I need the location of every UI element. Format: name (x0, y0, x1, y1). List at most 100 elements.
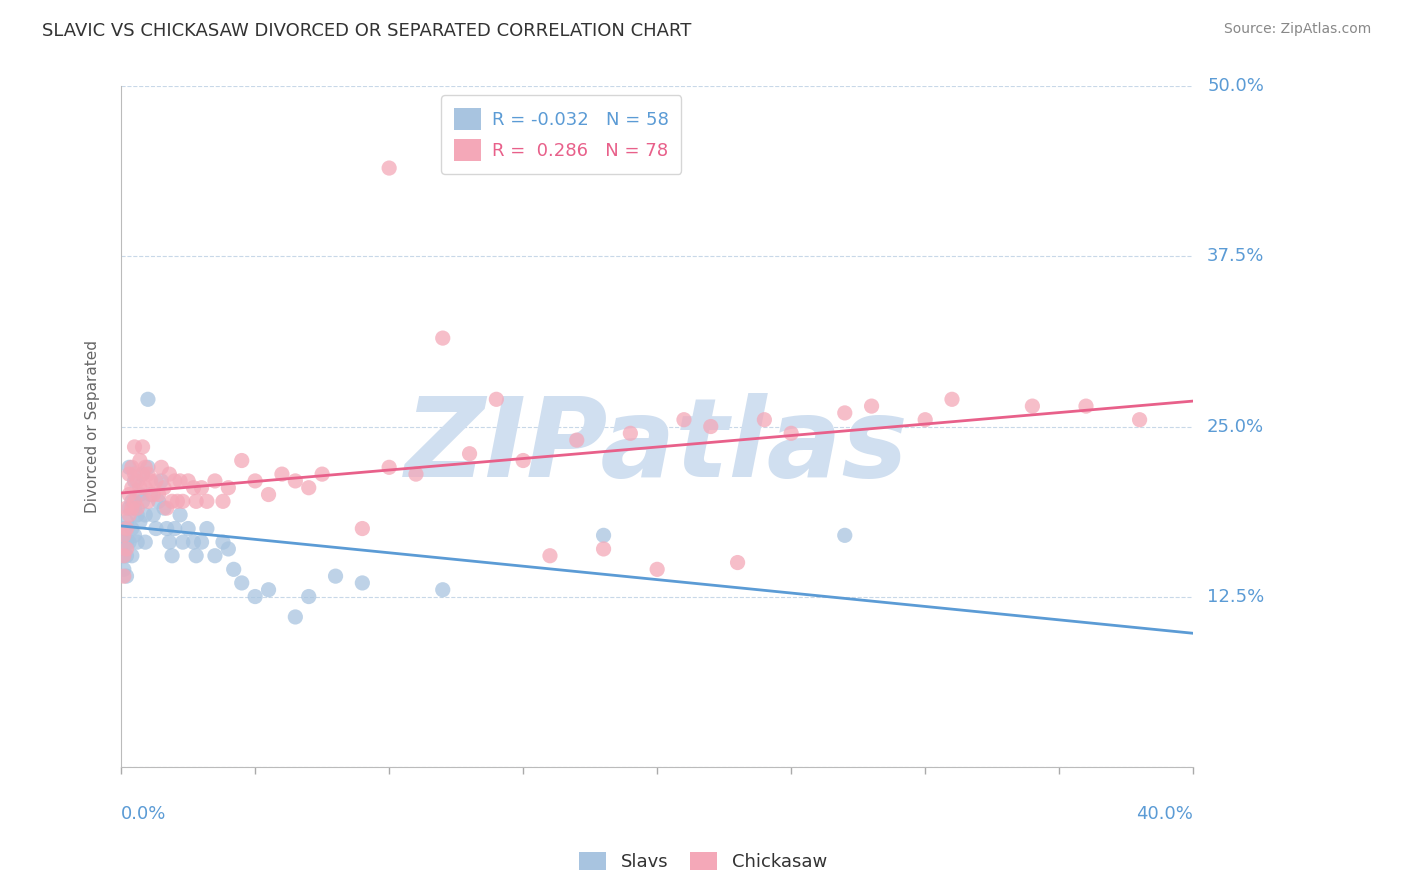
Point (186, 549, 208, 563)
Point (834, 406, 856, 420)
Point (145, 474, 167, 488)
Point (352, 522, 374, 536)
Legend: R = -0.032   N = 58, R =  0.286   N = 78: R = -0.032 N = 58, R = 0.286 N = 78 (441, 95, 681, 174)
Point (565, 433, 588, 447)
Point (136, 460, 159, 475)
Point (645, 562, 668, 576)
Point (257, 487, 280, 501)
Point (190, 535, 212, 549)
Point (124, 494, 146, 508)
Point (860, 399, 883, 413)
Point (271, 467, 294, 482)
Point (592, 541, 614, 556)
Point (231, 576, 253, 591)
Point (157, 467, 180, 482)
Point (112, 528, 135, 542)
Point (112, 535, 135, 549)
Point (150, 460, 173, 475)
Point (700, 419, 723, 434)
Point (485, 392, 508, 407)
Y-axis label: Divorced or Separated: Divorced or Separated (86, 340, 100, 513)
Point (195, 494, 218, 508)
Point (118, 535, 141, 549)
Point (145, 522, 167, 536)
Point (127, 474, 149, 488)
Point (128, 487, 150, 501)
Text: 25.0%: 25.0% (1208, 417, 1264, 435)
Text: 37.5%: 37.5% (1208, 247, 1264, 266)
Point (131, 440, 153, 454)
Point (172, 494, 194, 508)
Point (231, 453, 253, 467)
Point (163, 474, 186, 488)
Point (127, 535, 149, 549)
Point (124, 440, 146, 454)
Point (754, 413, 776, 427)
Point (121, 481, 143, 495)
Point (115, 541, 138, 556)
Point (727, 556, 749, 570)
Text: 0.0%: 0.0% (121, 805, 166, 823)
Point (204, 549, 226, 563)
Point (177, 522, 200, 536)
Point (153, 481, 176, 495)
Point (115, 569, 138, 583)
Point (134, 535, 156, 549)
Point (115, 549, 138, 563)
Point (458, 447, 481, 461)
Point (157, 535, 180, 549)
Point (118, 487, 141, 501)
Point (592, 528, 614, 542)
Point (127, 501, 149, 516)
Text: Source: ZipAtlas.com: Source: ZipAtlas.com (1223, 22, 1371, 37)
Point (166, 494, 188, 508)
Point (112, 549, 135, 563)
Point (217, 541, 239, 556)
Point (183, 535, 205, 549)
Point (914, 413, 936, 427)
Point (1074, 399, 1097, 413)
Point (128, 453, 150, 467)
Point (1021, 399, 1043, 413)
Point (150, 474, 173, 488)
Point (169, 508, 191, 522)
Point (160, 494, 183, 508)
Point (131, 467, 153, 482)
Text: 40.0%: 40.0% (1136, 805, 1194, 823)
Point (142, 508, 165, 522)
Point (284, 474, 307, 488)
Point (163, 522, 186, 536)
Point (169, 474, 191, 488)
Point (619, 426, 641, 441)
Text: ZIPatlas: ZIPatlas (405, 393, 910, 500)
Point (311, 467, 333, 482)
Point (352, 576, 374, 591)
Point (112, 522, 135, 536)
Point (183, 481, 205, 495)
Point (136, 467, 159, 482)
Text: 50.0%: 50.0% (1208, 78, 1264, 95)
Point (405, 467, 427, 482)
Point (195, 522, 218, 536)
Point (834, 528, 856, 542)
Point (148, 494, 170, 508)
Point (121, 460, 143, 475)
Point (243, 590, 266, 604)
Point (136, 392, 159, 407)
Point (212, 535, 235, 549)
Point (118, 501, 141, 516)
Point (222, 562, 245, 576)
Point (115, 515, 138, 529)
Point (112, 549, 135, 563)
Point (217, 481, 239, 495)
Point (190, 481, 212, 495)
Point (1129, 413, 1152, 427)
Point (243, 474, 266, 488)
Point (538, 549, 561, 563)
Point (378, 460, 401, 475)
Text: SLAVIC VS CHICKASAW DIVORCED OR SEPARATED CORRELATION CHART: SLAVIC VS CHICKASAW DIVORCED OR SEPARATE… (42, 22, 692, 40)
Point (172, 535, 194, 549)
Point (134, 460, 156, 475)
Point (257, 582, 280, 597)
Point (118, 467, 141, 482)
